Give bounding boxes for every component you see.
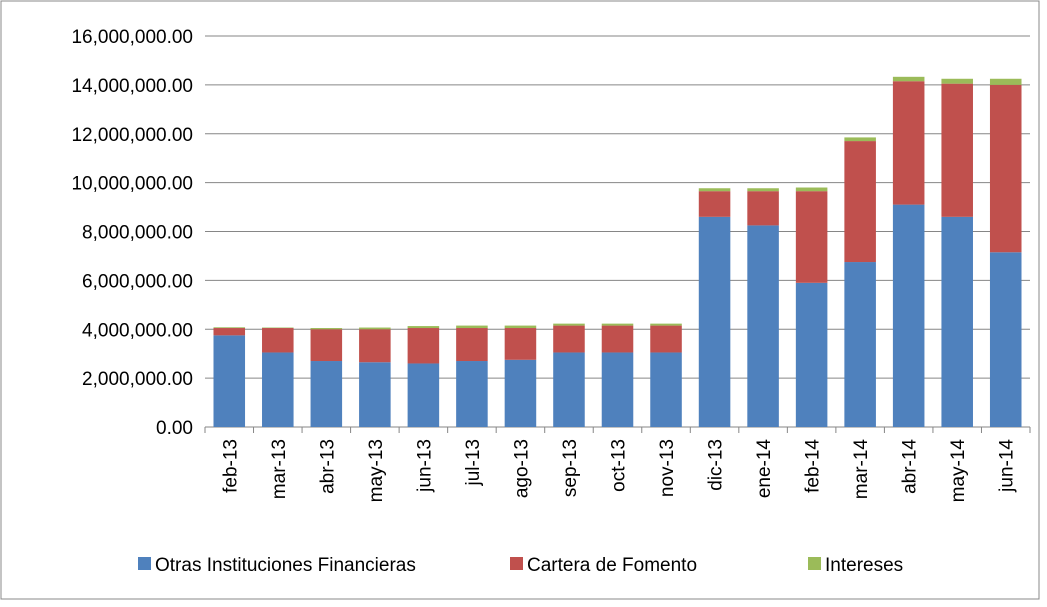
bar-segment	[359, 328, 391, 330]
bar-segment	[213, 328, 245, 335]
y-tick-label: 14,000,000.00	[71, 76, 193, 97]
bar-segment	[893, 205, 925, 427]
bar-segment	[650, 352, 682, 427]
legend-swatch	[138, 557, 151, 570]
y-tick-label: 6,000,000.00	[82, 271, 193, 292]
bar-segment	[359, 362, 391, 427]
x-tick-label: oct-13	[609, 439, 630, 492]
bar-segment	[408, 363, 440, 427]
x-tick-label: nov-13	[657, 439, 678, 497]
legend-label: Intereses	[825, 555, 903, 576]
x-tick-label: jun-14	[997, 439, 1018, 493]
bar-segment	[699, 191, 731, 217]
bar-segment	[456, 326, 488, 328]
bar-segment	[941, 79, 973, 84]
bar-segment	[893, 77, 925, 81]
bar-segment	[699, 217, 731, 427]
bar-segment	[747, 188, 779, 191]
bar-segment	[796, 191, 828, 283]
bar-segment	[747, 191, 779, 225]
bar-segment	[844, 262, 876, 427]
x-tick-label: feb-14	[803, 439, 824, 493]
bar-segment	[311, 361, 343, 427]
bar-segment	[262, 328, 294, 352]
x-tick-label: ene-14	[754, 439, 775, 499]
bar-segment	[505, 326, 537, 328]
legend-swatch	[510, 557, 523, 570]
bar-segment	[893, 81, 925, 204]
bar-segment	[747, 225, 779, 427]
x-tick-label: jul-13	[463, 439, 484, 486]
bar-segment	[650, 324, 682, 326]
bar-segment	[553, 324, 585, 326]
bar-segment	[844, 137, 876, 141]
bar-segment	[990, 85, 1022, 252]
bar-segment	[602, 326, 634, 353]
bar-segment	[359, 329, 391, 362]
bar-segment	[456, 361, 488, 427]
bar-segment	[650, 326, 682, 353]
y-tick-label: 2,000,000.00	[82, 369, 193, 390]
bar-segment	[990, 79, 1022, 85]
x-tick-label: sep-13	[560, 439, 581, 497]
y-tick-label: 16,000,000.00	[71, 27, 193, 48]
bar-segment	[311, 328, 343, 329]
x-tick-label: mar-14	[851, 439, 872, 500]
x-tick-label: dic-13	[706, 439, 727, 491]
bar-segment	[213, 335, 245, 427]
bar-segment	[553, 326, 585, 353]
bar-segment	[699, 188, 731, 191]
legend-label: Cartera de Fomento	[527, 555, 697, 576]
bar-segment	[941, 217, 973, 427]
legend-swatch	[808, 557, 821, 570]
bar-segment	[213, 327, 245, 328]
bar-segment	[505, 328, 537, 360]
x-tick-label: jun-13	[414, 439, 435, 493]
bar-segment	[456, 328, 488, 361]
bar-segment	[796, 188, 828, 192]
y-tick-label: 12,000,000.00	[71, 125, 193, 146]
x-tick-label: ago-13	[511, 439, 532, 498]
bar-segment	[505, 360, 537, 427]
bar-segment	[602, 352, 634, 427]
y-tick-label: 10,000,000.00	[71, 174, 193, 195]
bar-segment	[796, 283, 828, 427]
bar-segment	[941, 84, 973, 217]
bar-segment	[262, 352, 294, 427]
x-tick-label: abr-14	[900, 439, 921, 494]
x-tick-label: may-13	[366, 439, 387, 502]
y-tick-label: 8,000,000.00	[82, 223, 193, 244]
x-tick-label: may-14	[948, 439, 969, 503]
x-tick-label: mar-13	[269, 439, 290, 499]
bar-segment	[311, 329, 343, 361]
bar-segment	[408, 326, 440, 328]
y-tick-label: 4,000,000.00	[82, 320, 193, 341]
bar-segment	[553, 352, 585, 427]
bar-segment	[602, 324, 634, 326]
legend-label: Otras Instituciones Financieras	[155, 555, 416, 576]
x-tick-label: feb-13	[220, 439, 241, 493]
bar-segment	[990, 252, 1022, 427]
bar-segment	[844, 141, 876, 262]
y-tick-label: 0.00	[156, 418, 193, 439]
x-tick-label: abr-13	[317, 439, 338, 494]
bar-segment	[408, 328, 440, 363]
